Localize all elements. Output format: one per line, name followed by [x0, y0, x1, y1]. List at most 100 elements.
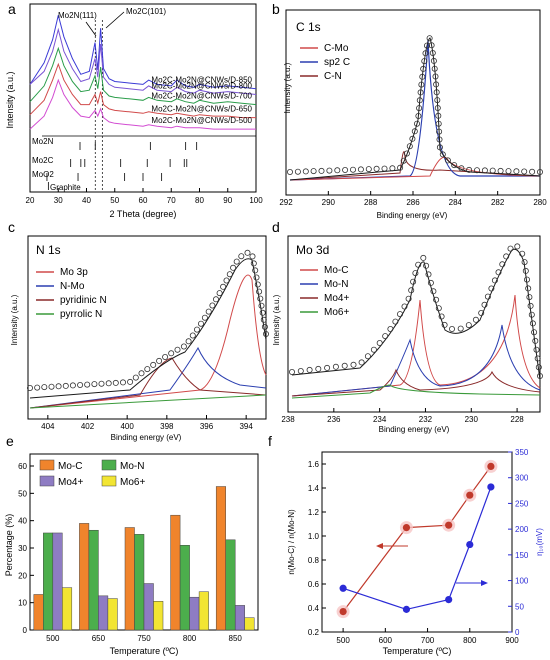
x-axis-label: Binding energy (eV)	[111, 433, 182, 442]
x-tick-label: 40	[82, 196, 91, 205]
legend-label: Mo-C	[324, 265, 348, 276]
data-point	[401, 303, 408, 310]
data-point	[402, 605, 411, 613]
data-point	[216, 290, 223, 297]
data-point	[259, 309, 266, 316]
data-point	[294, 168, 301, 175]
x-tick-label: 234	[373, 415, 387, 424]
fit-mo-3p	[29, 274, 267, 409]
data-point	[513, 168, 520, 175]
data-point	[364, 353, 371, 360]
data-point	[41, 384, 48, 391]
bars	[33, 486, 255, 631]
bar	[88, 529, 99, 631]
bar	[153, 601, 164, 631]
y-axis-label-right: η₁₀(mV)	[535, 528, 544, 556]
x-tick-label: 650	[92, 634, 106, 643]
y-tick-label-left: 1.0	[308, 532, 320, 541]
x-tick-label: 394	[239, 422, 253, 431]
panel-letter: e	[6, 433, 14, 449]
data-point	[435, 112, 442, 119]
panel-letter: b	[272, 1, 280, 17]
data-point	[382, 333, 389, 340]
fit-n-mo	[29, 346, 267, 409]
y-axis-label: Intensity (a.u.)	[10, 294, 19, 345]
data-point	[433, 296, 440, 303]
data-point	[418, 81, 425, 88]
series-labels: Mo2C-Mo2N@CNWs/D-850Mo2C-Mo2N@CNWs/D-800…	[151, 76, 252, 125]
x-tick-label: 228	[510, 415, 524, 424]
panel-letter: a	[8, 1, 16, 17]
data-point	[427, 279, 434, 286]
data-point	[445, 596, 453, 604]
data-point	[297, 367, 304, 374]
data-point	[521, 259, 528, 266]
data-point	[473, 167, 480, 174]
data-point	[150, 361, 157, 368]
panel-d: d Mo 3d Intensity (a.u.) Binding energy …	[272, 219, 544, 434]
data-point	[358, 359, 365, 366]
data-point	[257, 295, 264, 302]
x-tick-label: 800	[463, 636, 477, 645]
data-point	[392, 318, 399, 325]
x-ticks: 404 402 400 398 396 394	[41, 415, 253, 431]
fit-pyrrolic	[29, 394, 267, 409]
data-point	[55, 383, 62, 390]
data-point	[326, 167, 333, 174]
data-point	[370, 346, 377, 353]
panel-title: Mo 3d	[296, 243, 329, 257]
bar	[179, 545, 190, 631]
ref-label-moo2: MoO2	[32, 170, 54, 179]
data-point	[349, 166, 356, 173]
data-point	[439, 151, 446, 158]
legend: Mo-C Mo-N Mo4+ Mo6+	[39, 459, 145, 488]
x-tick-label: 290	[322, 198, 336, 207]
data-point	[416, 105, 423, 112]
y-tick-label: 0	[23, 626, 28, 635]
x-axis-label: Temperature (ºC)	[383, 646, 452, 656]
data-point	[302, 168, 309, 175]
data-point	[405, 295, 412, 302]
data-point	[489, 167, 496, 174]
bar	[170, 514, 181, 631]
data-point	[409, 135, 416, 142]
data-point	[238, 253, 245, 260]
data-point	[420, 65, 427, 72]
data-point	[429, 50, 436, 57]
data-point	[466, 540, 474, 549]
bar	[215, 486, 226, 631]
data-point	[529, 320, 536, 327]
y-tick-label: 50	[18, 489, 27, 498]
x-tick-label: 238	[281, 415, 295, 424]
data-point	[332, 363, 339, 370]
y-tick-label-left: 0.2	[308, 628, 320, 637]
panel-e: e Percentage (%) Temperature (ºC) 0 10 20 3…	[4, 433, 259, 656]
data-point	[487, 483, 495, 491]
data-point	[193, 326, 200, 333]
bar	[134, 534, 145, 631]
data-point	[423, 42, 430, 49]
data-point	[260, 316, 267, 323]
data-point	[481, 301, 488, 308]
bar	[79, 523, 90, 631]
data-point	[419, 73, 426, 80]
legend: C-Mo sp2 C C-N	[300, 43, 350, 82]
data-point	[112, 379, 119, 386]
y-tick-label: 10	[18, 599, 27, 608]
data-point	[434, 97, 441, 104]
legend-label: sp2 C	[324, 57, 350, 68]
data-point	[365, 166, 372, 173]
data-point	[519, 250, 526, 257]
data-point	[288, 368, 295, 375]
bar	[33, 594, 44, 631]
data-point	[306, 366, 313, 373]
x-tick-label: 400	[120, 422, 134, 431]
data-point	[250, 260, 257, 267]
data-point	[436, 128, 443, 135]
data-point	[258, 302, 265, 309]
data-point	[120, 379, 127, 386]
data-point	[434, 105, 441, 112]
data-point	[410, 278, 417, 285]
x-ticks: 292 290 288 286 284 282 280	[279, 191, 547, 207]
